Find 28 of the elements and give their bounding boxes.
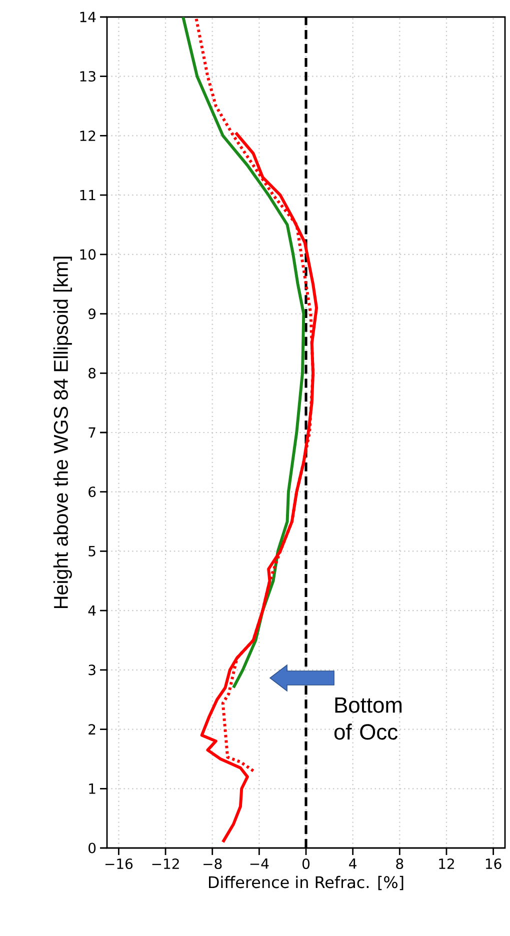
x-tick-label: 8 bbox=[396, 858, 404, 870]
x-tick-label: −12 bbox=[152, 858, 179, 869]
x-tick-label: 4 bbox=[349, 858, 356, 869]
x-tick-label: −4 bbox=[250, 858, 269, 869]
x-tick-label: 16 bbox=[486, 858, 502, 870]
y-tick-label: 3 bbox=[88, 664, 96, 676]
y-tick-label: 5 bbox=[88, 546, 96, 556]
y-tick-label: 10 bbox=[80, 249, 96, 260]
y-tick-label: 6 bbox=[88, 486, 96, 498]
x-axis-title: Difference in Refrac. [%] bbox=[209, 876, 404, 890]
y-tick-label: 8 bbox=[88, 368, 96, 378]
y-tick-label: 1 bbox=[89, 784, 96, 794]
y-tick-label: 14 bbox=[80, 12, 96, 22]
y-tick-label: 13 bbox=[80, 71, 96, 82]
y-tick-label: 7 bbox=[88, 427, 96, 438]
y-tick-label: 2 bbox=[88, 724, 96, 734]
annotation: Bottom of Occ bbox=[334, 698, 402, 740]
y-axis-title: Height above the WGS 84 Ellipsoid [km] bbox=[53, 256, 72, 608]
x-tick-label: −8 bbox=[204, 858, 222, 870]
x-tick-label: 12 bbox=[439, 858, 454, 869]
x-tick-label: −16 bbox=[105, 858, 133, 870]
y-tick-label: 9 bbox=[88, 308, 96, 320]
y-tick-label: 0 bbox=[88, 842, 96, 854]
y-tick-label: 12 bbox=[80, 130, 96, 141]
x-tick-label: 0 bbox=[302, 858, 310, 870]
y-tick-label: 4 bbox=[88, 605, 96, 616]
y-tick-label: 11 bbox=[80, 190, 96, 200]
line-series bbox=[182, 16, 306, 690]
